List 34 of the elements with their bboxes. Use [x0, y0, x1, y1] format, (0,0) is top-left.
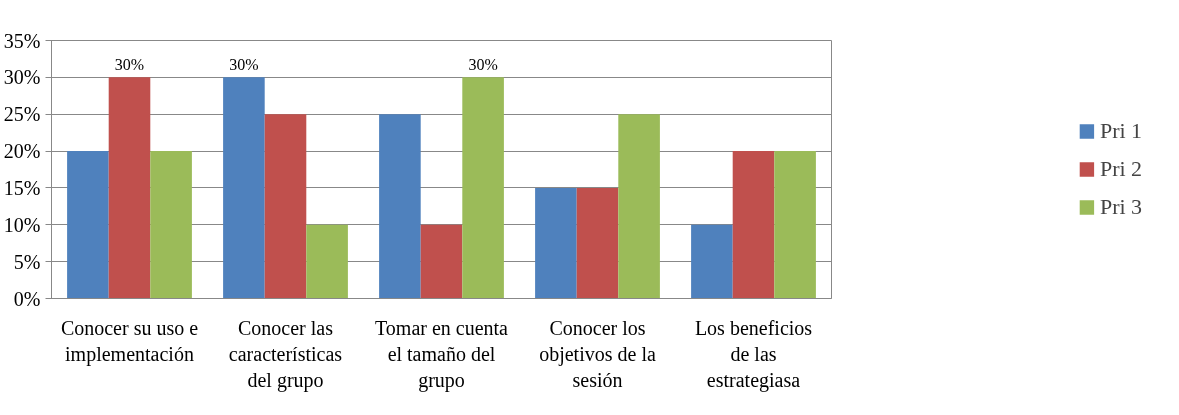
legend-label: Pri 2 — [1099, 156, 1143, 182]
x-tick-label: Los beneficios de las estrategiasa — [694, 316, 813, 393]
x-tick-label: Tomar en cuenta el tamaño del grupo — [375, 316, 509, 393]
bar — [618, 114, 660, 299]
data-label: 30% — [229, 56, 259, 74]
data-label: 30% — [468, 56, 498, 74]
y-tick-label: 20% — [3, 140, 41, 163]
legend-label: Pri 3 — [1099, 194, 1143, 220]
x-tick-label: Conocer su uso e implementación — [60, 316, 199, 366]
bar — [150, 151, 192, 299]
bar — [691, 224, 733, 299]
bar — [379, 114, 421, 299]
bar — [223, 77, 265, 299]
bar — [108, 77, 151, 299]
x-tick-label: Conocer las características del grupo — [228, 316, 343, 393]
bar — [774, 151, 816, 299]
y-tick-label: 35% — [3, 29, 41, 52]
y-tick-label: 15% — [3, 176, 41, 199]
bar — [535, 187, 577, 299]
y-tick-label: 25% — [3, 103, 41, 126]
y-tick-label: 30% — [3, 66, 41, 89]
y-tick-label: 10% — [3, 213, 41, 236]
bar — [462, 77, 504, 299]
bar — [306, 224, 348, 299]
x-tick-label: Conocer los objetivos de la sesión — [539, 316, 656, 392]
bar — [420, 224, 463, 299]
bar — [732, 151, 775, 299]
bar — [264, 114, 307, 299]
legend-label: Pri 1 — [1099, 118, 1143, 144]
bar — [576, 187, 619, 299]
bar — [67, 151, 109, 299]
data-label: 30% — [114, 56, 145, 74]
y-tick-label: 5% — [13, 250, 41, 273]
y-tick-label: 0% — [13, 287, 41, 310]
